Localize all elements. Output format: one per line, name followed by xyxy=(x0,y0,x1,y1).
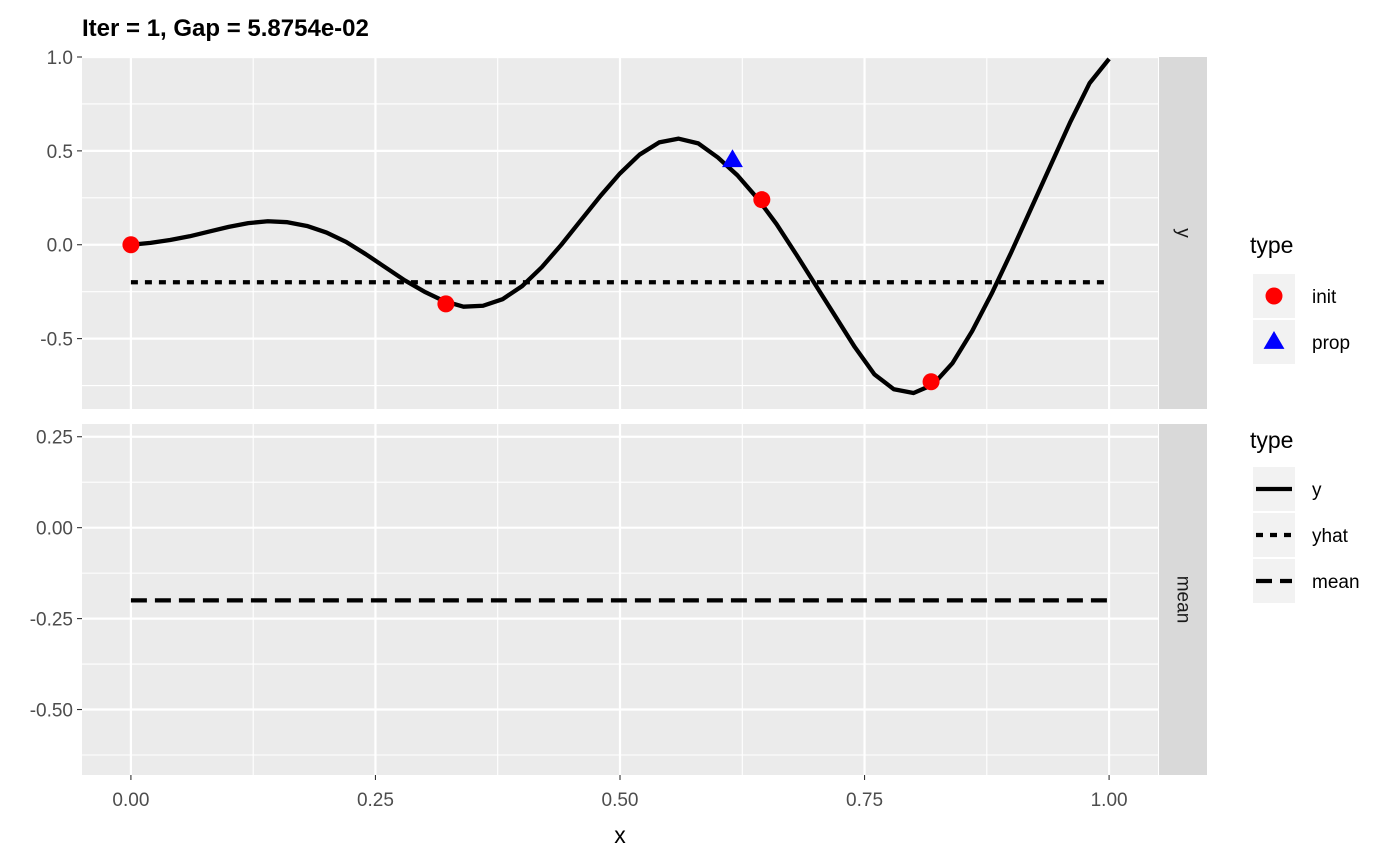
legend-2: type y yhat mean xyxy=(1250,427,1360,603)
point-init xyxy=(922,373,940,391)
x-tick-label: 0.25 xyxy=(357,790,394,811)
point-init xyxy=(753,191,771,209)
point-prop xyxy=(722,149,743,168)
legend-label: init xyxy=(1312,287,1337,308)
y-tick-label: 0.0 xyxy=(47,236,73,257)
legend-1: type init prop xyxy=(1250,232,1350,364)
legend-key-prop xyxy=(1263,331,1285,349)
legend-label: mean xyxy=(1312,572,1360,593)
chart-panels: 1.0 0.5 0.0 -0.5 y 0.25 0.00 -0.25 -0.50 mean xyxy=(30,48,1207,775)
x-tick-label: 0.75 xyxy=(846,790,883,811)
panel-y: 1.0 0.5 0.0 -0.5 y xyxy=(40,48,1207,409)
strip-background xyxy=(1159,424,1207,775)
chart-title: Iter = 1, Gap = 5.8754e-02 xyxy=(82,15,369,42)
y-tick-label: 1.0 xyxy=(47,48,73,69)
x-axis-title: x xyxy=(614,822,626,848)
legend-label: yhat xyxy=(1312,526,1349,547)
x-tick-label: 0.50 xyxy=(602,790,639,811)
point-init xyxy=(437,295,455,313)
y-tick-label: -0.5 xyxy=(40,330,73,351)
legend-key-init xyxy=(1265,287,1283,305)
panel-mean: 0.25 0.00 -0.25 -0.50 mean xyxy=(30,424,1207,775)
x-axis: 0.00 0.25 0.50 0.75 1.00 xyxy=(112,775,1128,811)
strip-background xyxy=(1159,57,1207,409)
series-line-y xyxy=(130,57,1111,396)
legend-label: y xyxy=(1312,480,1322,501)
legend-title: type xyxy=(1250,232,1293,258)
strip-label: mean xyxy=(1173,576,1194,624)
strip-label: y xyxy=(1173,228,1194,238)
legend-title: type xyxy=(1250,427,1293,453)
y-tick-label: 0.00 xyxy=(36,519,73,540)
y-tick-label: -0.50 xyxy=(30,701,73,722)
legends: type init prop type y yhat mean xyxy=(1250,232,1360,603)
x-tick-label: 1.00 xyxy=(1091,790,1128,811)
y-tick-label: -0.25 xyxy=(30,610,73,631)
x-tick-label: 0.00 xyxy=(112,790,149,811)
y-tick-label: 0.5 xyxy=(47,142,73,163)
y-tick-label: 0.25 xyxy=(36,428,73,449)
legend-label: prop xyxy=(1312,333,1350,354)
point-init xyxy=(122,236,140,254)
